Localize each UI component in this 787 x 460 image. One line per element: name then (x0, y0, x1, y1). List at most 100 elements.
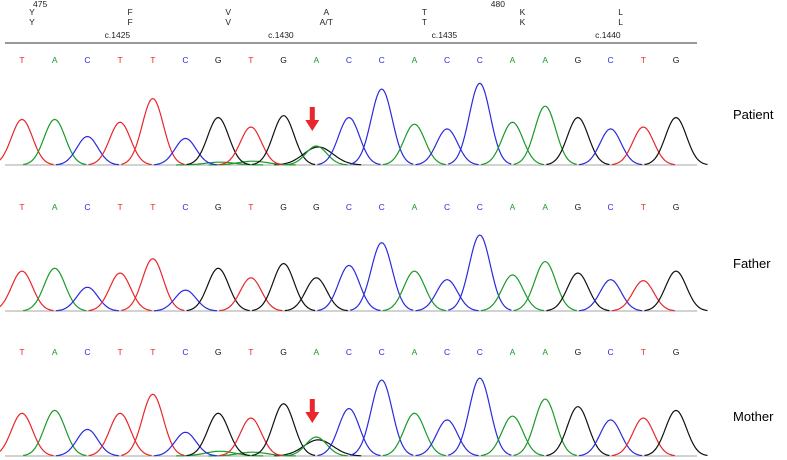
position-label: c.1430 (268, 30, 294, 40)
peak-G (186, 267, 250, 312)
peak-C (448, 377, 512, 456)
base-call-A: A (313, 347, 319, 357)
peak-C (415, 128, 479, 166)
base-call-A: A (52, 202, 58, 212)
base-call-C: C (182, 202, 188, 212)
base-call-C: C (346, 202, 352, 212)
peak-T (121, 258, 185, 311)
peak-C (153, 137, 218, 166)
base-call-A: A (542, 55, 548, 65)
base-call-G: G (673, 202, 680, 212)
peak-C (579, 128, 643, 166)
peak-G (644, 409, 708, 457)
base-call-A: A (542, 347, 548, 357)
peak-A (23, 118, 87, 166)
base-call-A: A (412, 347, 418, 357)
peak-A (513, 260, 577, 312)
peak-T (121, 97, 185, 165)
amino-acid-label: Y (29, 7, 35, 17)
peak-C (350, 241, 414, 311)
peak-G (546, 272, 610, 312)
position-label: c.1425 (105, 30, 131, 40)
base-call-G: G (313, 202, 320, 212)
peak-T (0, 412, 54, 457)
base-call-A: A (510, 347, 516, 357)
peak-G (186, 412, 250, 457)
peak-G (644, 270, 708, 312)
base-call-C: C (84, 55, 90, 65)
base-call-C: C (182, 55, 188, 65)
peak-T (611, 417, 675, 457)
peak-T (88, 121, 152, 166)
base-call-G: G (215, 347, 222, 357)
base-call-C: C (84, 347, 90, 357)
base-call-G: G (280, 55, 287, 65)
base-call-T: T (117, 55, 122, 65)
amino-acid-label: K (520, 7, 526, 17)
peak-A (284, 145, 348, 166)
sequence-header: 475 480 Y F V A T K L Y F V A/T T K Lc.1425 c.1430 c.1435… (29, 0, 623, 40)
peak-A (284, 436, 348, 457)
position-label: c.1440 (595, 30, 621, 40)
peak-C (55, 135, 119, 166)
peak-C (153, 431, 218, 457)
peak-C (415, 419, 479, 457)
base-call-T: T (248, 347, 253, 357)
base-call-G: G (673, 347, 680, 357)
base-call-T: T (641, 347, 646, 357)
peak-G (186, 116, 250, 166)
peak-G (284, 277, 348, 312)
base-call-C: C (477, 347, 483, 357)
peak-C (579, 419, 643, 457)
amino-acid-label: Y (29, 17, 35, 27)
peak-T (88, 272, 152, 312)
peak-G (251, 403, 316, 456)
mutation-arrow-icon (305, 107, 320, 131)
peak-T (219, 126, 283, 166)
peak-A (23, 267, 87, 312)
base-call-C: C (346, 347, 352, 357)
peak-C (153, 289, 218, 312)
peak-A (480, 415, 545, 457)
base-call-T: T (150, 347, 155, 357)
peak-A (513, 105, 577, 165)
peak-C (350, 379, 414, 456)
base-call-C: C (444, 202, 450, 212)
peak-C (448, 234, 512, 311)
base-call-C: C (379, 347, 385, 357)
peak-A (382, 123, 446, 166)
peak-T (219, 277, 283, 312)
base-call-G: G (575, 55, 582, 65)
amino-acid-label: K (520, 17, 526, 27)
amino-acid-label: V (225, 7, 231, 17)
base-call-T: T (150, 202, 155, 212)
secondary-peak (274, 146, 362, 166)
base-call-G: G (575, 347, 582, 357)
base-call-T: T (19, 347, 24, 357)
amino-acid-label: L (618, 17, 623, 27)
amino-acid-label: A (323, 7, 329, 17)
peak-A (382, 412, 446, 457)
peak-C (415, 278, 479, 312)
base-call-A: A (313, 55, 319, 65)
base-call-C: C (608, 347, 614, 357)
base-call-A: A (52, 347, 58, 357)
base-call-T: T (19, 55, 24, 65)
amino-acid-label: V (225, 17, 231, 27)
amino-acid-label: A/T (320, 17, 333, 27)
base-call-G: G (215, 55, 222, 65)
peak-G (644, 116, 708, 166)
base-call-G: G (280, 202, 287, 212)
peak-T (219, 417, 283, 457)
sample-label-mother: Mother (733, 409, 774, 424)
base-call-C: C (477, 202, 483, 212)
base-call-C: C (379, 202, 385, 212)
base-call-C: C (608, 202, 614, 212)
base-call-T: T (641, 202, 646, 212)
codon-number-label: 475 (33, 0, 47, 9)
base-call-A: A (412, 55, 418, 65)
peak-A (23, 409, 87, 457)
peak-G (251, 262, 316, 312)
